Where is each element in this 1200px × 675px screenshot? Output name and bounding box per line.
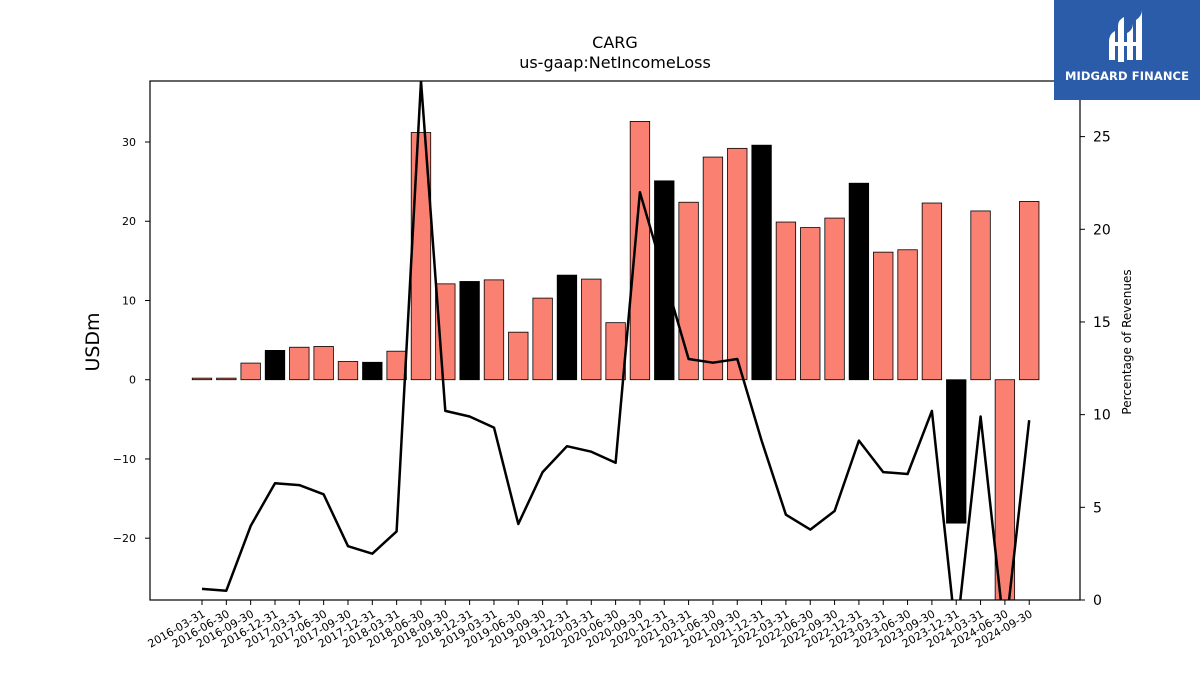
plot-frame — [149, 80, 1081, 601]
bar — [702, 156, 724, 381]
chart-title: CARG — [592, 33, 638, 52]
bar — [800, 227, 821, 381]
y2-tick-label: 5 — [1093, 500, 1102, 516]
x-axis-ticks: 2016-03-312016-06-302016-09-302016-12-31… — [146, 600, 1035, 651]
logo-text: MIDGARD FINANCE — [1064, 69, 1190, 83]
y-tick-label: 0 — [129, 374, 136, 387]
bar — [191, 377, 213, 381]
bar — [970, 210, 991, 381]
bar — [727, 147, 748, 381]
y-axis-ticks: −20 −10 0 10 20 30 — [113, 136, 150, 545]
bar — [313, 346, 334, 381]
bar — [532, 297, 553, 381]
bar — [897, 249, 918, 381]
y2-tick-label: 20 — [1093, 222, 1111, 238]
ratio-line — [201, 81, 1031, 600]
bar — [216, 377, 237, 381]
bars-group — [191, 121, 1040, 601]
bar — [508, 331, 529, 381]
y-tick-label: 30 — [122, 136, 136, 149]
bar — [921, 202, 943, 381]
bar — [386, 350, 407, 381]
bar — [1019, 201, 1040, 381]
bar — [240, 362, 261, 381]
bar — [824, 217, 845, 381]
bar — [264, 350, 286, 381]
chart-subtitle: us-gaap:NetIncomeLoss — [519, 53, 711, 72]
bar — [946, 379, 967, 524]
y2-tick-label: 15 — [1093, 315, 1111, 331]
y2-axis-label: Percentage of Revenues — [1120, 269, 1134, 414]
bar — [848, 182, 870, 381]
bar — [459, 281, 480, 381]
y2-axis-ticks: 0 5 10 15 20 25 — [1080, 130, 1111, 609]
y2-tick-label: 0 — [1093, 593, 1102, 609]
bar — [483, 279, 505, 381]
y-tick-label: 10 — [122, 294, 136, 307]
bar — [751, 144, 772, 381]
y-axis-label: USDm — [82, 312, 104, 371]
bar — [337, 361, 359, 381]
bar — [629, 121, 651, 381]
y-tick-label: 20 — [122, 215, 136, 228]
bar — [289, 346, 310, 381]
logo-mark-icon — [1109, 10, 1142, 62]
brand-logo: MIDGARD FINANCE — [1054, 0, 1200, 100]
bar — [581, 278, 602, 381]
y2-tick-label: 10 — [1093, 408, 1111, 424]
bar — [556, 274, 578, 381]
y-tick-label: −20 — [113, 532, 136, 545]
y-tick-label: −10 — [113, 453, 136, 466]
bar — [873, 251, 894, 381]
bar — [654, 180, 675, 381]
bar — [678, 201, 699, 381]
bar — [605, 322, 626, 381]
bar — [775, 221, 797, 381]
y2-tick-label: 25 — [1093, 130, 1111, 146]
bar — [362, 361, 383, 381]
